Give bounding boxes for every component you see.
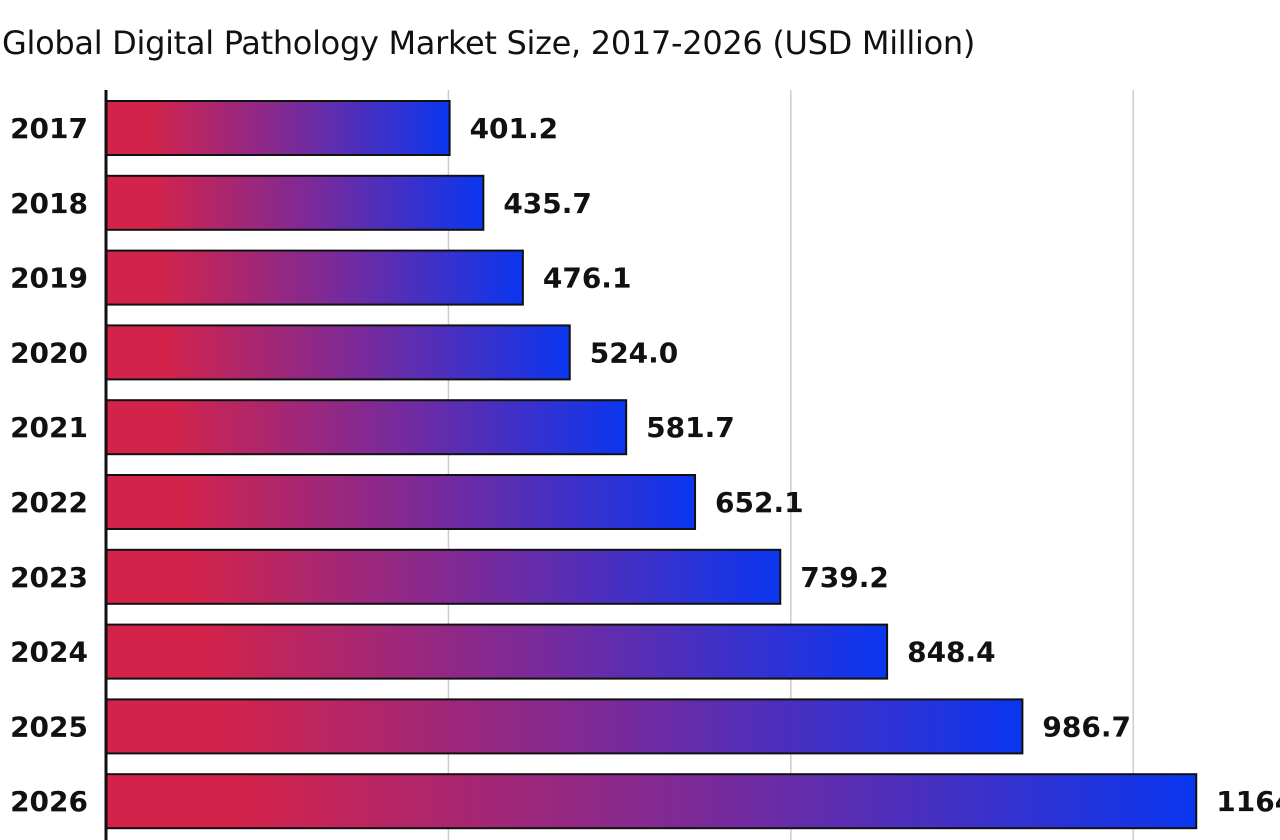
y-tick-label-2025: 2025 — [10, 710, 88, 743]
bar-2025 — [105, 698, 1024, 755]
bar-2020 — [105, 324, 571, 381]
y-tick-label-2023: 2023 — [10, 561, 88, 594]
y-tick-label-2022: 2022 — [10, 486, 88, 519]
y-axis-tick-labels: 2017 2018 2019 2020 2021 2022 2023 2024 2025 2026 — [10, 112, 88, 818]
data-labels: 401.2 435.7 476.1 524.0 581.7 652.1 739.2 848.4… — [470, 112, 1280, 818]
bar-2021 — [105, 399, 628, 456]
data-label-2021: 581.7 — [646, 411, 735, 444]
bar-2017 — [105, 100, 451, 156]
y-tick-label-2026: 2026 — [10, 785, 88, 818]
y-tick-label-2020: 2020 — [10, 336, 88, 369]
data-label-2017: 401.2 — [470, 112, 559, 145]
bar-2024 — [105, 623, 889, 680]
bar-2022 — [105, 474, 697, 530]
data-label-2020: 524.0 — [590, 336, 679, 369]
bars — [105, 100, 1198, 830]
bar-2023 — [105, 548, 782, 605]
y-tick-label-2017: 2017 — [10, 112, 88, 145]
data-label-2023: 739.2 — [800, 561, 889, 594]
y-tick-label-2024: 2024 — [10, 636, 88, 669]
bar-2026 — [105, 773, 1198, 830]
bar-2019 — [105, 249, 524, 306]
y-tick-label-2018: 2018 — [10, 187, 88, 220]
bar-2018 — [105, 174, 485, 231]
data-label-2019: 476.1 — [543, 262, 632, 295]
y-tick-label-2021: 2021 — [10, 411, 88, 444]
data-label-2018: 435.7 — [503, 187, 592, 220]
data-label-2025: 986.7 — [1042, 710, 1131, 743]
chart-title: Global Digital Pathology Market Size, 20… — [2, 24, 976, 62]
data-label-2026: 1164.4 — [1216, 785, 1280, 818]
data-label-2022: 652.1 — [715, 486, 804, 519]
data-label-2024: 848.4 — [907, 636, 996, 669]
y-tick-label-2019: 2019 — [10, 262, 88, 295]
